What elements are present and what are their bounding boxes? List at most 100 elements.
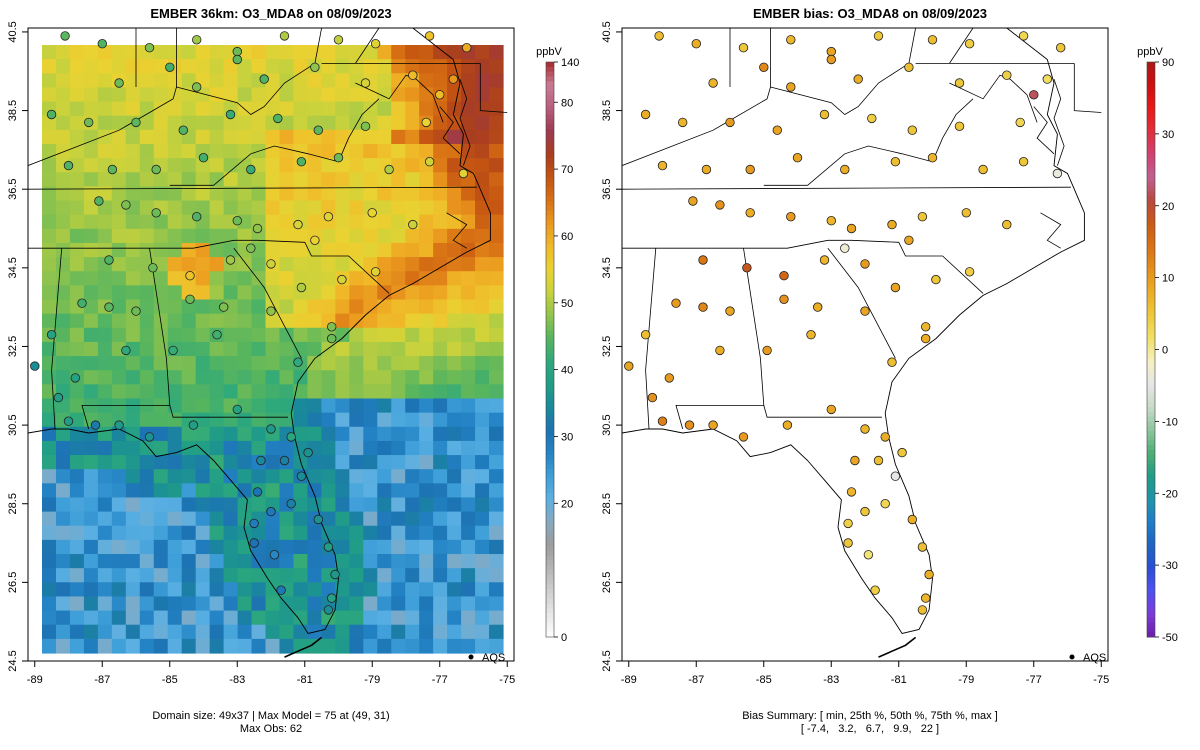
station-marker[interactable] [94,196,104,206]
station-marker[interactable] [448,74,459,84]
station-marker[interactable] [1042,74,1053,84]
station-marker[interactable] [954,121,965,132]
station-marker[interactable] [323,605,334,615]
station-marker[interactable] [725,306,735,316]
station-marker[interactable] [144,43,155,53]
station-marker[interactable] [131,117,141,128]
station-marker[interactable] [684,420,695,430]
station-marker[interactable] [917,542,928,552]
station-marker[interactable] [904,235,914,246]
station-marker[interactable] [310,62,320,73]
station-marker[interactable] [266,424,276,434]
station-marker[interactable] [826,54,837,65]
station-marker[interactable] [779,294,789,305]
station-marker[interactable] [323,211,334,222]
station-marker[interactable] [664,373,675,383]
station-marker[interactable] [907,125,918,135]
station-marker[interactable] [843,518,853,529]
station-marker[interactable] [1018,156,1029,167]
station-marker[interactable] [863,550,874,560]
station-marker[interactable] [1002,70,1012,80]
station-marker[interactable] [813,302,823,312]
station-marker[interactable] [931,274,941,285]
station-marker[interactable] [367,208,377,218]
station-marker[interactable] [303,447,313,458]
station-marker[interactable] [249,538,259,548]
station-marker[interactable] [873,31,884,41]
station-marker[interactable] [647,392,658,403]
station-marker[interactable] [70,373,81,383]
station-marker[interactable] [225,109,236,120]
station-marker[interactable] [279,31,290,41]
station-marker[interactable] [77,298,87,308]
station-marker[interactable] [46,330,57,340]
station-marker[interactable] [708,78,718,88]
station-marker[interactable] [907,514,918,525]
station-marker[interactable] [327,322,337,332]
station-marker[interactable] [296,282,307,293]
station-marker[interactable] [296,156,307,167]
station-marker[interactable] [178,125,189,135]
station-marker[interactable] [232,215,243,226]
station-marker[interactable] [786,211,796,222]
station-marker[interactable] [330,569,340,580]
station-marker[interactable] [860,506,870,517]
station-marker[interactable] [63,160,74,171]
station-marker[interactable] [671,298,681,308]
station-marker[interactable] [880,432,890,442]
station-marker[interactable] [880,499,890,509]
station-marker[interactable] [370,39,381,49]
station-marker[interactable] [107,164,118,175]
station-marker[interactable] [168,345,178,356]
station-marker[interactable] [846,223,857,234]
station-marker[interactable] [104,255,114,265]
station-marker[interactable] [927,35,938,45]
station-marker[interactable] [759,62,769,73]
station-marker[interactable] [313,125,324,135]
station-marker[interactable] [232,46,243,57]
station-marker[interactable] [60,31,70,41]
station-marker[interactable] [256,455,266,466]
station-marker[interactable] [121,200,131,210]
station-marker[interactable] [715,345,725,356]
station-marker[interactable] [458,168,469,179]
station-marker[interactable] [1015,117,1025,128]
station-marker[interactable] [276,585,286,595]
station-marker[interactable] [408,219,418,230]
station-marker[interactable] [691,39,702,49]
station-marker[interactable] [927,152,938,163]
station-marker[interactable] [657,160,668,171]
station-marker[interactable] [964,267,975,277]
station-marker[interactable] [887,219,897,230]
station-marker[interactable] [890,156,901,167]
station-marker[interactable] [840,243,850,253]
station-marker[interactable] [772,125,783,135]
station-marker[interactable] [191,35,202,45]
station-marker[interactable] [860,259,870,269]
station-marker[interactable] [249,518,259,529]
station-marker[interactable] [1018,31,1029,41]
station-marker[interactable] [83,117,94,128]
station-marker[interactable] [850,455,860,466]
station-marker[interactable] [762,345,772,356]
station-marker[interactable] [1055,43,1066,53]
station-marker[interactable] [225,255,236,265]
station-marker[interactable] [654,31,664,41]
station-marker[interactable] [954,78,965,88]
station-marker[interactable] [185,271,195,281]
station-marker[interactable] [924,569,934,580]
station-marker[interactable] [786,82,796,92]
station-marker[interactable] [1002,219,1012,230]
station-marker[interactable] [424,156,435,167]
station-marker[interactable] [232,404,243,415]
station-marker[interactable] [218,302,229,312]
station-marker[interactable] [897,447,907,458]
station-marker[interactable] [819,109,830,120]
station-marker[interactable] [232,54,243,65]
station-marker[interactable] [921,322,931,332]
station-marker[interactable] [424,31,435,41]
station-marker[interactable] [725,117,735,128]
station-marker[interactable] [286,432,296,442]
station-marker[interactable] [151,164,161,175]
station-marker[interactable] [904,62,914,73]
